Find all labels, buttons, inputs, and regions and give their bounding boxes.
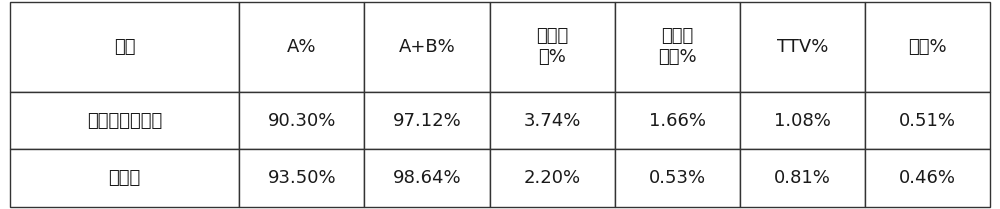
Text: A%: A% (287, 38, 317, 56)
Bar (490, 149, 615, 207)
Bar (740, 92, 865, 149)
Text: 本发明: 本发明 (109, 169, 141, 187)
Bar (364, 92, 490, 149)
Bar (10, 2, 239, 92)
Bar (865, 2, 990, 92)
Bar (364, 149, 490, 207)
Text: 1.08%: 1.08% (774, 112, 831, 130)
Bar (490, 92, 615, 149)
Bar (615, 149, 740, 207)
Text: 98.64%: 98.64% (393, 169, 461, 187)
Bar (239, 2, 364, 92)
Text: 0.53%: 0.53% (649, 169, 706, 187)
Bar (10, 149, 239, 207)
Text: 传统直钢线切割: 传统直钢线切割 (87, 112, 162, 130)
Bar (239, 149, 364, 207)
Text: 切割线
痕%: 切割线 痕% (536, 28, 568, 66)
Text: 碎片%: 碎片% (908, 38, 947, 56)
Bar (740, 2, 865, 92)
Text: TTV%: TTV% (777, 38, 828, 56)
Text: 0.81%: 0.81% (774, 169, 831, 187)
Bar (10, 92, 239, 149)
Bar (865, 92, 990, 149)
Text: 0.46%: 0.46% (899, 169, 956, 187)
Bar (364, 2, 490, 92)
Text: A+B%: A+B% (399, 38, 455, 56)
Bar (615, 92, 740, 149)
Bar (740, 149, 865, 207)
Text: 3.74%: 3.74% (523, 112, 581, 130)
Text: 0.51%: 0.51% (899, 112, 956, 130)
Text: 93.50%: 93.50% (268, 169, 336, 187)
Bar (239, 92, 364, 149)
Bar (615, 2, 740, 92)
Text: 硬质点
线痕%: 硬质点 线痕% (658, 28, 697, 66)
Text: 97.12%: 97.12% (393, 112, 461, 130)
Text: 类型: 类型 (114, 38, 135, 56)
Text: 2.20%: 2.20% (524, 169, 581, 187)
Text: 1.66%: 1.66% (649, 112, 706, 130)
Bar (865, 149, 990, 207)
Bar (490, 2, 615, 92)
Text: 90.30%: 90.30% (268, 112, 336, 130)
